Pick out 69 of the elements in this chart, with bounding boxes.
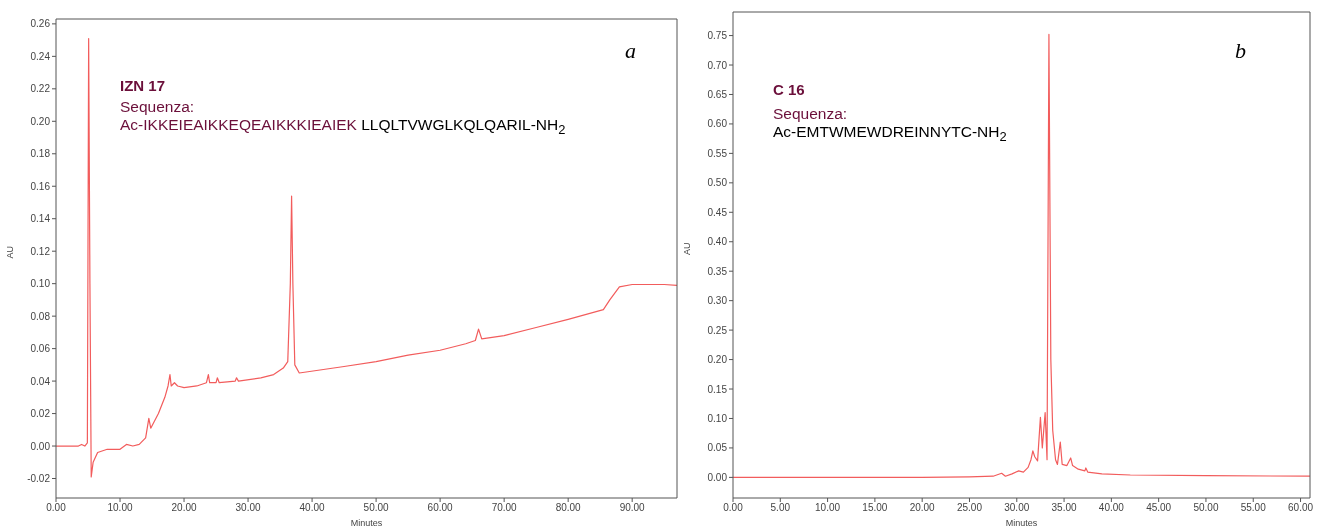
y-tick-label: 0.00 (707, 471, 728, 483)
x-tick-label: 0.00 (46, 502, 67, 514)
y-tick-label: 0.50 (707, 177, 728, 189)
y-axis-title: AU (5, 245, 16, 259)
x-tick-label: 10.00 (107, 502, 133, 514)
y-tick-label: 0.65 (707, 89, 728, 101)
x-tick-label: 40.00 (299, 502, 326, 514)
x-tick-label: 0.00 (723, 502, 744, 514)
x-tick-label: 80.00 (555, 502, 582, 514)
x-tick-label: 50.00 (1193, 502, 1219, 514)
annotation: Sequenza: (773, 105, 849, 123)
annotation: C 16 (773, 81, 805, 98)
y-tick-label: 0.70 (707, 59, 728, 71)
y-tick-label: 0.08 (30, 310, 51, 322)
y-tick-label: 0.04 (30, 375, 51, 387)
y-tick-label: 0.20 (30, 115, 51, 127)
y-tick-label: 0.12 (30, 245, 51, 257)
x-tick-label: 25.00 (956, 502, 983, 514)
x-axis-title: Minutes (1005, 518, 1038, 528)
y-tick-label: -0.02 (27, 473, 51, 485)
y-tick-label: 0.45 (707, 206, 728, 218)
y-axis-title: AU (682, 242, 693, 255)
x-axis-title: Minutes (350, 518, 383, 528)
x-tick-label: 60.00 (1288, 502, 1314, 514)
y-tick-label: 0.55 (707, 147, 728, 159)
y-tick-label: 0.40 (707, 236, 728, 248)
x-tick-label: 10.00 (815, 502, 841, 514)
y-tick-label: 0.30 (707, 295, 728, 307)
y-tick-label: 0.14 (30, 213, 51, 225)
y-tick-label: 0.05 (707, 442, 728, 454)
annotation: Sequenza: (120, 98, 196, 116)
x-tick-label: 30.00 (1004, 502, 1030, 514)
annotation: LLQLTVWGLKQLQARIL-NH$_{2}$ (361, 115, 566, 137)
x-tick-label: 45.00 (1146, 502, 1172, 514)
y-tick-label: 0.20 (707, 354, 728, 366)
y-tick-label: 0.22 (30, 83, 51, 95)
x-tick-label: 35.00 (1051, 502, 1078, 514)
y-tick-label: 0.18 (30, 148, 51, 160)
line-series (733, 33, 1310, 478)
annotation: IZN 17 (120, 77, 166, 94)
y-tick-label: 0.24 (30, 50, 51, 62)
annotation: a (625, 38, 636, 63)
y-tick-label: 0.35 (707, 265, 728, 277)
y-tick-label: 0.15 (707, 383, 728, 395)
x-tick-label: 30.00 (235, 502, 262, 514)
x-tick-label: 70.00 (491, 502, 518, 514)
annotation: Ac-EMTWMEWDREINNYTC-NH$_{2}$ (773, 122, 1007, 144)
x-tick-label: 20.00 (171, 502, 197, 514)
y-tick-label: 0.16 (30, 180, 51, 192)
y-tick-label: 0.25 (707, 324, 728, 336)
y-tick-label: 0.02 (30, 408, 51, 420)
x-tick-label: 20.00 (909, 502, 936, 514)
y-tick-label: 0.10 (30, 278, 51, 290)
y-tick-label: 0.75 (707, 30, 728, 42)
x-tick-label: 60.00 (427, 502, 454, 514)
y-tick-label: 0.26 (30, 18, 51, 30)
y-tick-label: 0.60 (707, 118, 728, 130)
x-tick-label: 50.00 (363, 502, 390, 514)
y-tick-label: 0.06 (30, 343, 51, 355)
x-tick-label: 90.00 (619, 502, 646, 514)
x-tick-label: 55.00 (1240, 502, 1267, 514)
annotation: b (1235, 38, 1246, 63)
y-tick-label: 0.10 (707, 413, 728, 425)
y-tick-label: 0.00 (30, 440, 51, 452)
line-series (56, 37, 677, 478)
annotation: Ac-IKKEIEAIKKEQEAIKKKIEAIEK (120, 115, 357, 133)
x-tick-label: 15.00 (862, 502, 888, 514)
x-tick-label: 40.00 (1098, 502, 1125, 514)
x-tick-label: 5.00 (770, 502, 791, 514)
